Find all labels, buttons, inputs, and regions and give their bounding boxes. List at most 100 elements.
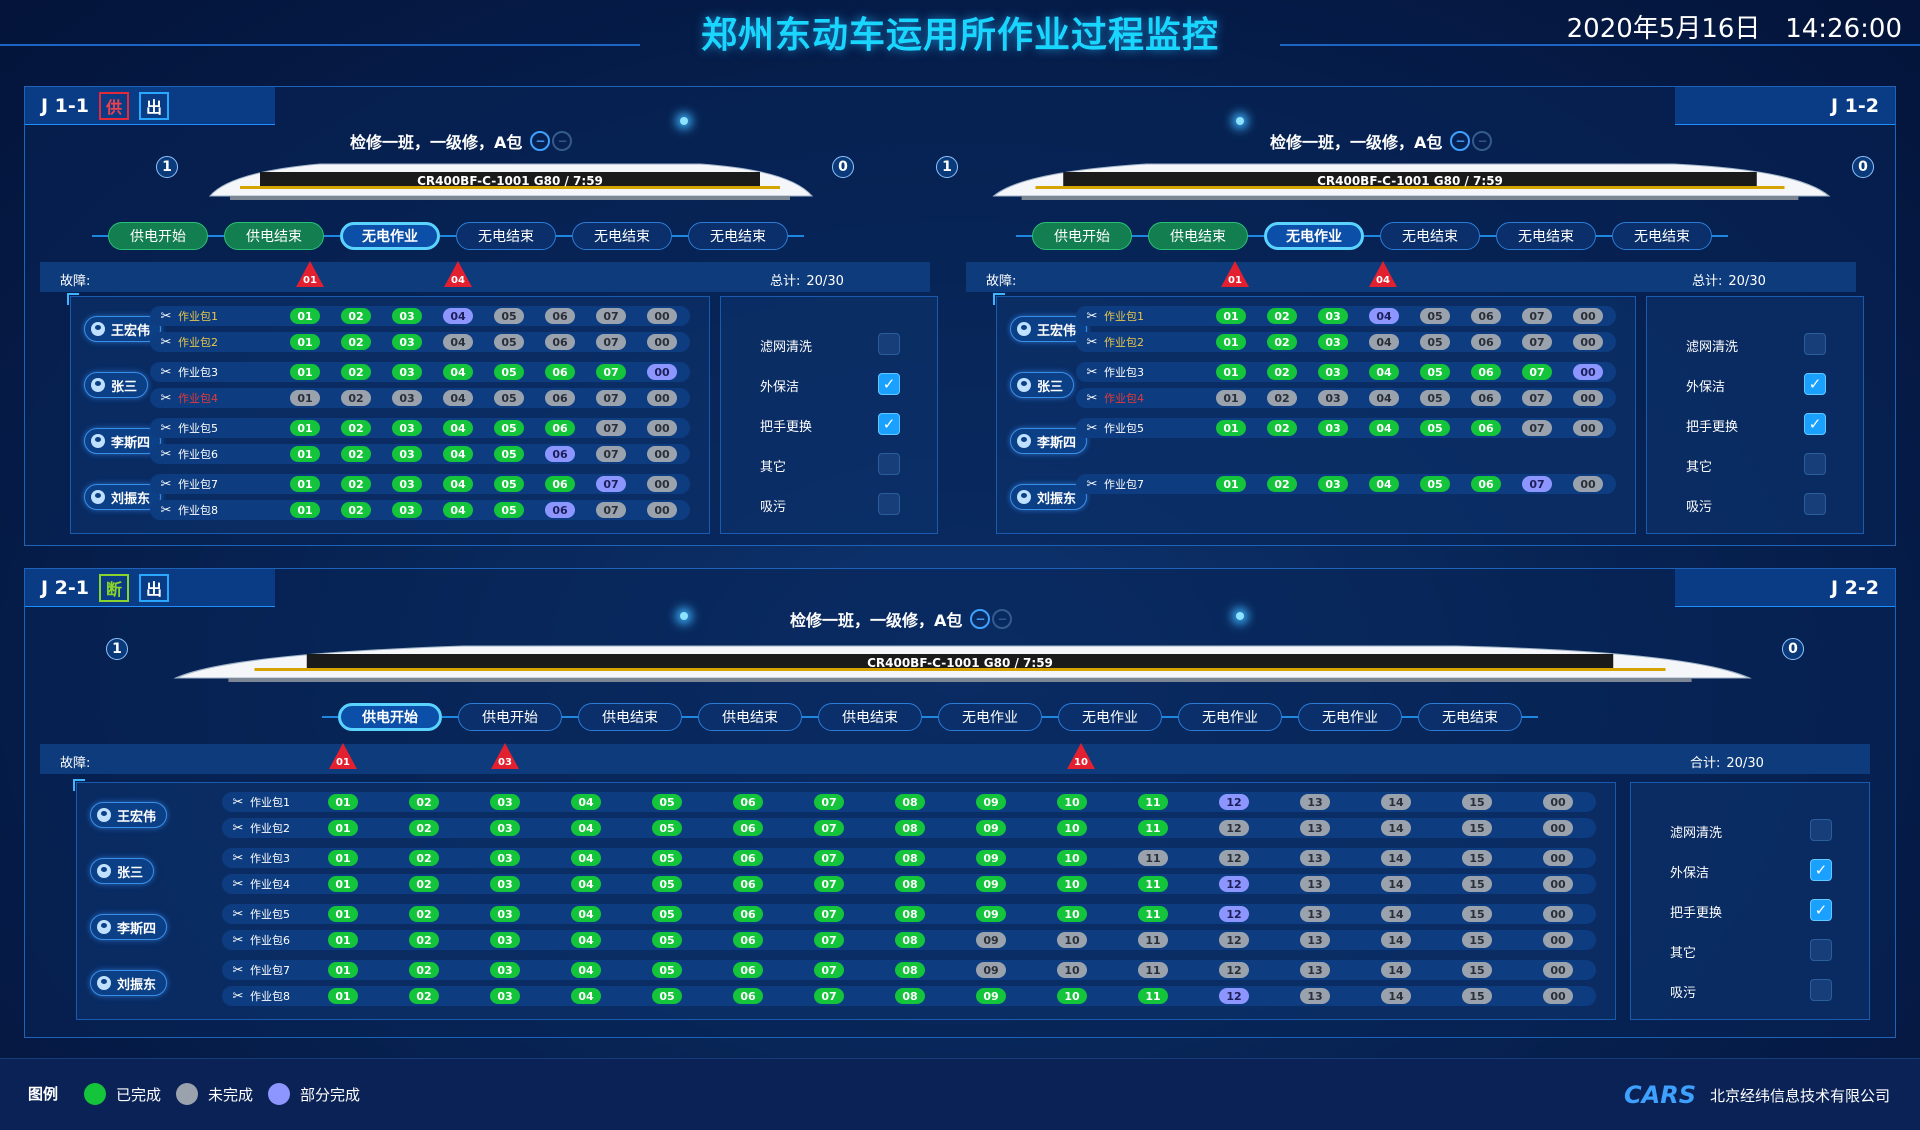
step-pill[interactable]: 05 — [1420, 308, 1450, 324]
step-pill[interactable]: 07 — [814, 932, 844, 948]
step-pill[interactable]: 10 — [1057, 962, 1087, 978]
step-pill[interactable]: 08 — [895, 876, 925, 892]
step-pill[interactable]: 03 — [490, 988, 520, 1004]
step-pill[interactable]: 01 — [1216, 334, 1246, 350]
step-pill[interactable]: 10 — [1057, 906, 1087, 922]
step-pill[interactable]: 15 — [1462, 794, 1492, 810]
step-pill[interactable]: 07 — [814, 850, 844, 866]
work-package-row[interactable]: ✂ 作业包1 01 02 03 04 05 06 07 00 — [1076, 306, 1616, 326]
step-pill[interactable]: 05 — [652, 850, 682, 866]
work-package-row[interactable]: ✂ 作业包6 01 02 03 04 05 06 07 08 09 10 11 12 13 14 15 00 — [222, 930, 1596, 950]
step-pill[interactable]: 03 — [392, 364, 422, 380]
step-pill[interactable]: 04 — [571, 820, 601, 836]
stage-button[interactable]: 供电结束 — [578, 703, 682, 731]
step-pill[interactable]: 01 — [328, 820, 358, 836]
checkbox[interactable]: ✓ — [1804, 413, 1826, 435]
step-pill[interactable]: 13 — [1300, 820, 1330, 836]
step-pill[interactable]: 11 — [1138, 794, 1168, 810]
stage-button[interactable]: 供电结束 — [818, 703, 922, 731]
step-pill[interactable]: 00 — [1543, 794, 1573, 810]
checkbox[interactable]: ✓ — [1804, 373, 1826, 395]
step-pill[interactable]: 01 — [1216, 390, 1246, 406]
step-pill[interactable]: 03 — [490, 876, 520, 892]
step-pill[interactable]: 01 — [328, 794, 358, 810]
step-pill[interactable]: 06 — [1471, 476, 1501, 492]
step-pill[interactable]: 08 — [895, 820, 925, 836]
step-pill[interactable]: 04 — [443, 334, 473, 350]
step-pill[interactable]: 06 — [1471, 390, 1501, 406]
step-pill[interactable]: 14 — [1381, 906, 1411, 922]
step-pill[interactable]: 02 — [1267, 476, 1297, 492]
step-pill[interactable]: 02 — [1267, 364, 1297, 380]
worker-name-badge[interactable]: 张三 — [1010, 372, 1075, 398]
page-prev-button[interactable]: − — [530, 131, 551, 151]
step-pill[interactable]: 15 — [1462, 820, 1492, 836]
work-package-row[interactable]: ✂ 作业包8 01 02 03 04 05 06 07 00 — [150, 500, 690, 520]
step-pill[interactable]: 09 — [976, 850, 1006, 866]
step-pill[interactable]: 05 — [652, 988, 682, 1004]
step-pill[interactable]: 00 — [1543, 906, 1573, 922]
step-pill[interactable]: 11 — [1138, 962, 1168, 978]
step-pill[interactable]: 14 — [1381, 932, 1411, 948]
step-pill[interactable]: 09 — [976, 906, 1006, 922]
step-pill[interactable]: 09 — [976, 932, 1006, 948]
fault-warning-icon[interactable]: 01 — [1220, 260, 1250, 288]
step-pill[interactable]: 05 — [494, 502, 524, 518]
step-pill[interactable]: 07 — [1522, 334, 1552, 350]
stage-button[interactable]: 无电作业 — [1178, 703, 1282, 731]
work-package-row[interactable]: ✂ 作业包2 01 02 03 04 05 06 07 08 09 10 11 12 13 14 15 00 — [222, 818, 1596, 838]
step-pill[interactable]: 06 — [733, 988, 763, 1004]
checkbox[interactable] — [1810, 939, 1832, 961]
step-pill[interactable]: 13 — [1300, 988, 1330, 1004]
step-pill[interactable]: 14 — [1381, 876, 1411, 892]
stage-button[interactable]: 供电结束 — [698, 703, 802, 731]
step-pill[interactable]: 07 — [1522, 364, 1552, 380]
step-pill[interactable]: 01 — [328, 876, 358, 892]
stage-button[interactable]: 无电结束 — [1612, 222, 1712, 250]
step-pill[interactable]: 13 — [1300, 932, 1330, 948]
step-pill[interactable]: 05 — [494, 420, 524, 436]
step-pill[interactable]: 04 — [1369, 420, 1399, 436]
step-pill[interactable]: 02 — [1267, 334, 1297, 350]
step-pill[interactable]: 05 — [652, 962, 682, 978]
page-next-button[interactable]: − — [1472, 131, 1493, 151]
step-pill[interactable]: 00 — [1573, 334, 1603, 350]
step-pill[interactable]: 08 — [895, 794, 925, 810]
step-pill[interactable]: 14 — [1381, 794, 1411, 810]
step-pill[interactable]: 05 — [652, 794, 682, 810]
step-pill[interactable]: 01 — [290, 364, 320, 380]
work-package-row[interactable]: ✂ 作业包1 01 02 03 04 05 06 07 00 — [150, 306, 690, 326]
checkbox[interactable]: ✓ — [1810, 899, 1832, 921]
page-prev-button[interactable]: − — [970, 609, 991, 629]
work-package-row[interactable]: ✂ 作业包1 01 02 03 04 05 06 07 08 09 10 11 12 13 14 15 00 — [222, 792, 1596, 812]
step-pill[interactable]: 06 — [545, 364, 575, 380]
step-pill[interactable]: 03 — [392, 446, 422, 462]
step-pill[interactable]: 05 — [652, 932, 682, 948]
step-pill[interactable]: 02 — [409, 850, 439, 866]
step-pill[interactable]: 04 — [571, 876, 601, 892]
step-pill[interactable]: 01 — [328, 932, 358, 948]
worker-name-badge[interactable]: 王宏伟 — [1010, 316, 1088, 342]
step-pill[interactable]: 03 — [490, 820, 520, 836]
step-pill[interactable]: 00 — [1543, 988, 1573, 1004]
step-pill[interactable]: 15 — [1462, 906, 1492, 922]
step-pill[interactable]: 11 — [1138, 850, 1168, 866]
work-package-row[interactable]: ✂ 作业包4 01 02 03 04 05 06 07 00 — [1076, 388, 1616, 408]
checkbox[interactable] — [878, 493, 900, 515]
step-pill[interactable]: 07 — [814, 906, 844, 922]
step-pill[interactable]: 01 — [290, 390, 320, 406]
step-pill[interactable]: 03 — [1318, 308, 1348, 324]
step-pill[interactable]: 07 — [814, 876, 844, 892]
step-pill[interactable]: 02 — [341, 420, 371, 436]
stage-button[interactable]: 无电结束 — [456, 222, 556, 250]
page-next-button[interactable]: − — [992, 609, 1013, 629]
step-pill[interactable]: 01 — [290, 502, 320, 518]
step-pill[interactable]: 10 — [1057, 820, 1087, 836]
step-pill[interactable]: 08 — [895, 962, 925, 978]
worker-name-badge[interactable]: 王宏伟 — [90, 802, 168, 828]
step-pill[interactable]: 14 — [1381, 850, 1411, 866]
step-pill[interactable]: 05 — [652, 876, 682, 892]
step-pill[interactable]: 00 — [1573, 420, 1603, 436]
step-pill[interactable]: 04 — [571, 962, 601, 978]
step-pill[interactable]: 04 — [443, 308, 473, 324]
